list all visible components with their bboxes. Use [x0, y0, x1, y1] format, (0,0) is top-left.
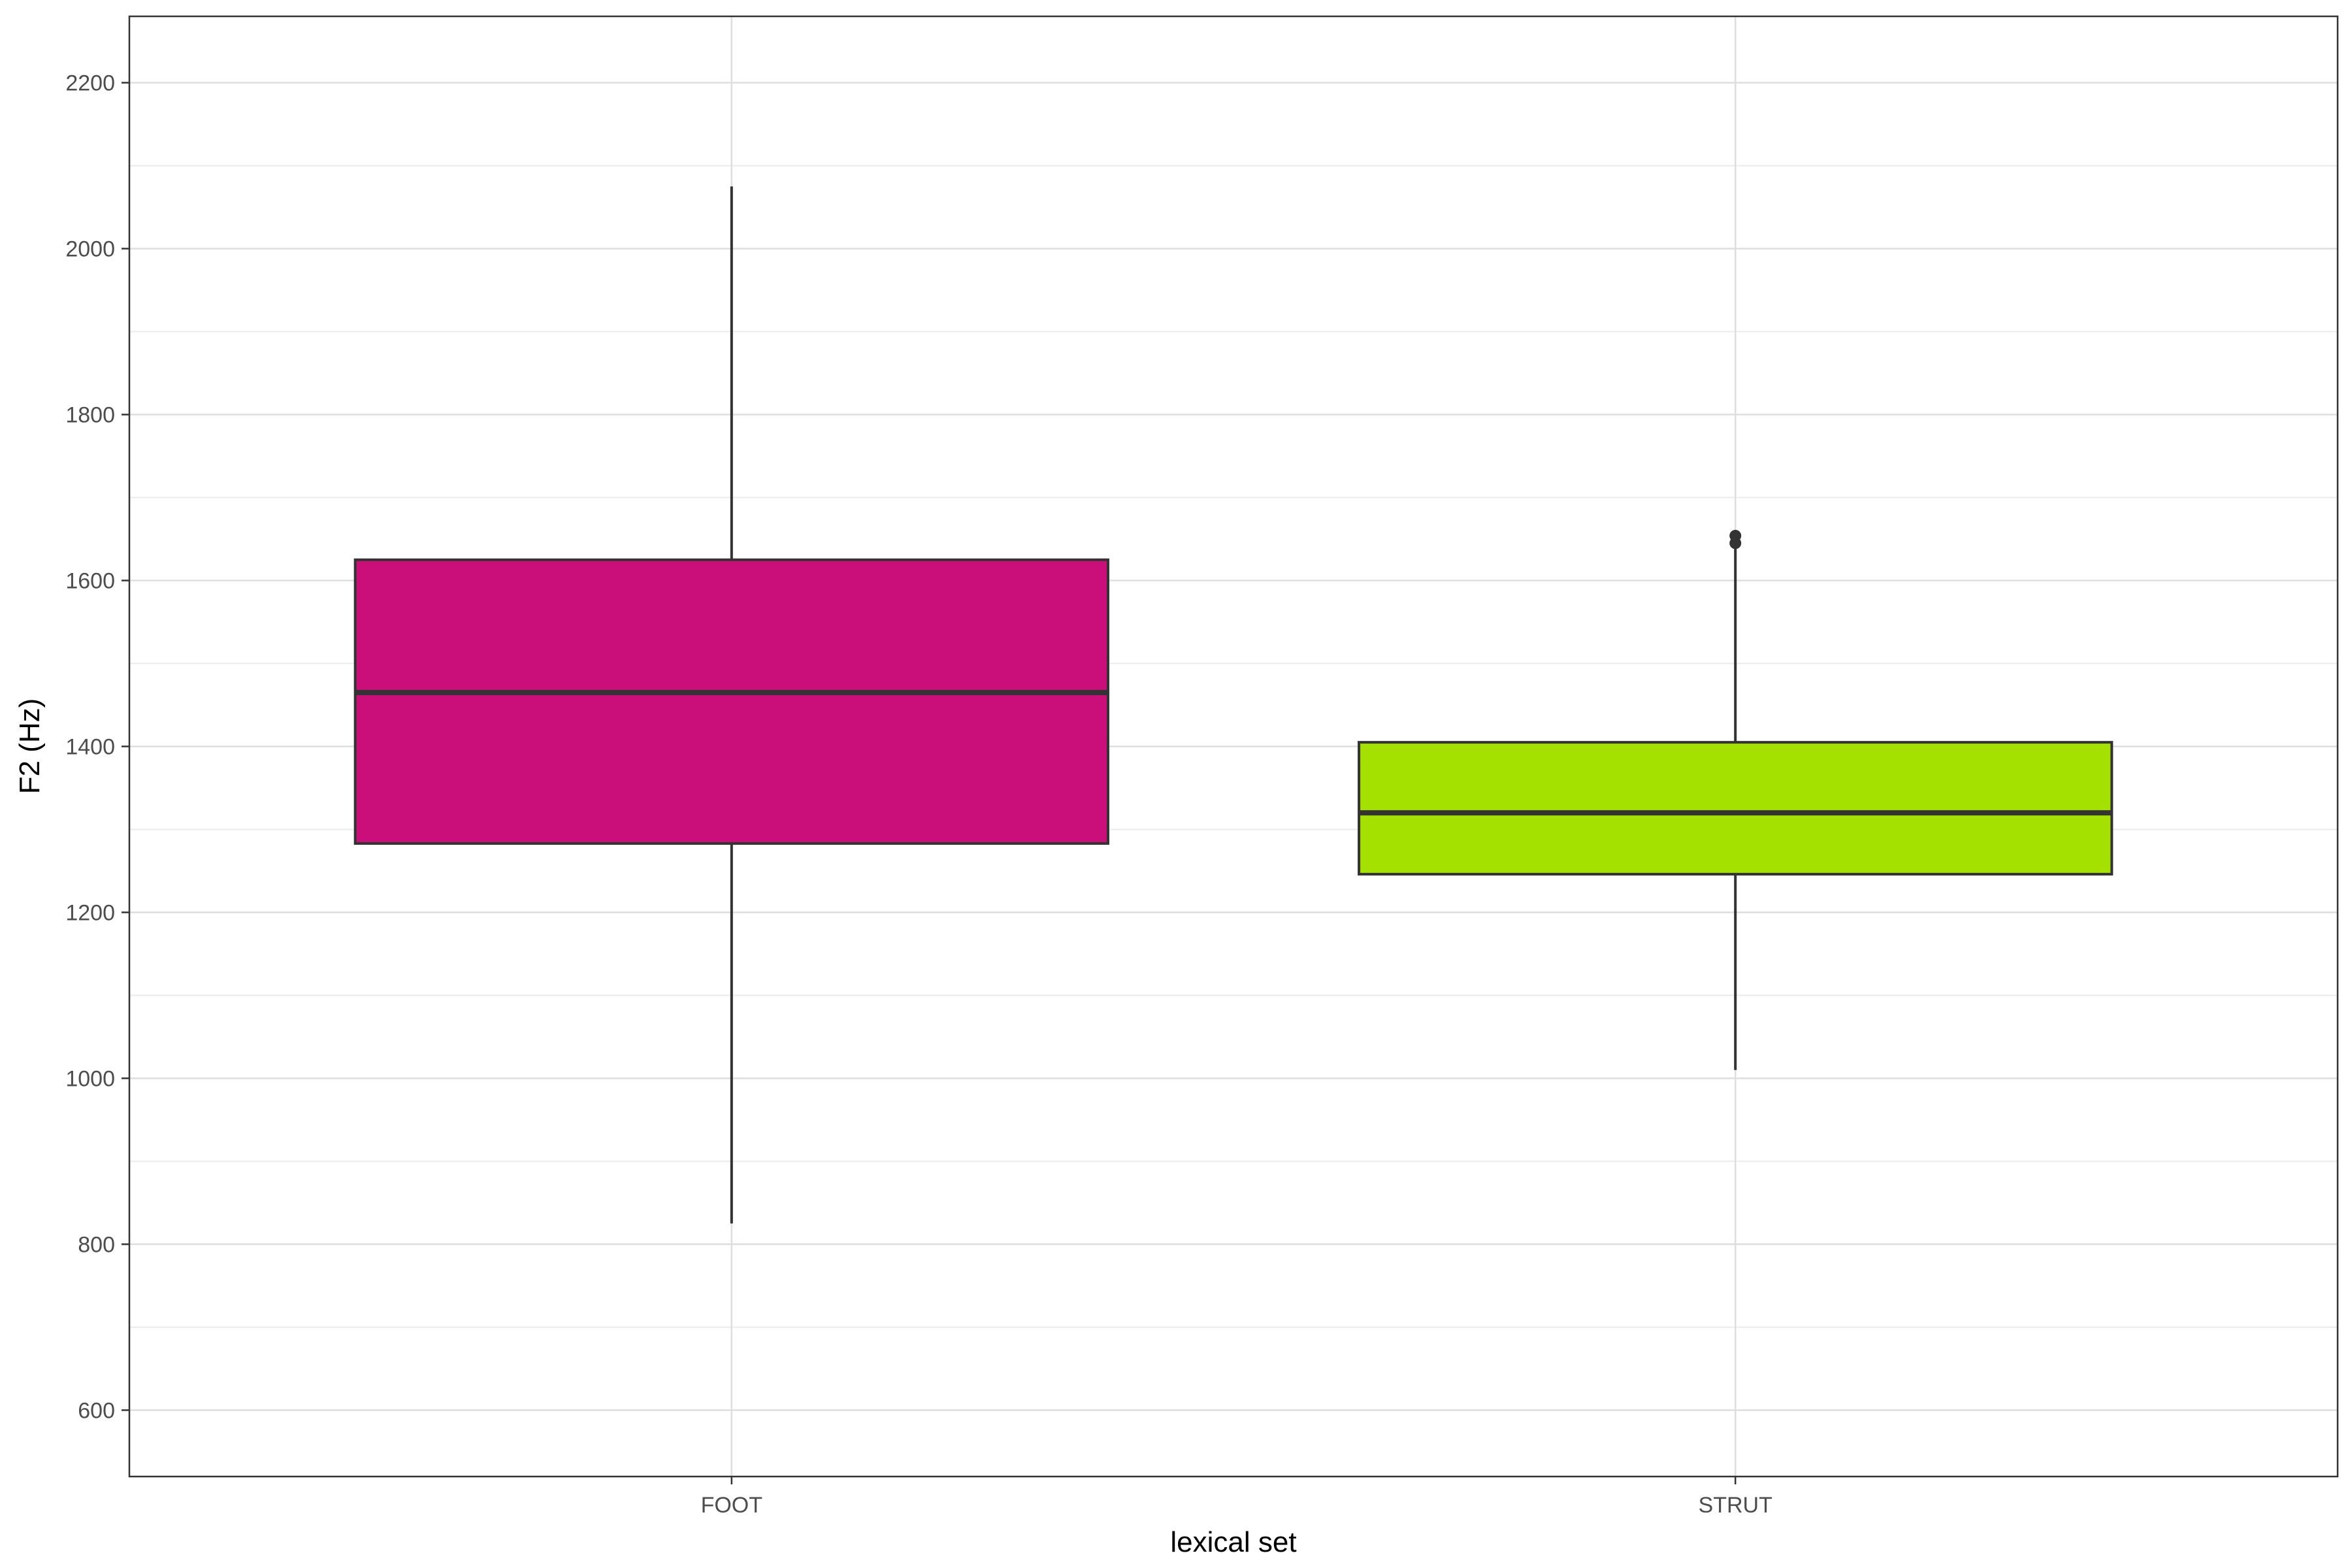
y-tick-label: 1600 — [65, 569, 115, 594]
y-tick-label: 2000 — [65, 237, 115, 262]
box-iqr — [1358, 741, 2114, 876]
y-tick-label: 1400 — [65, 735, 115, 760]
outlier-point — [1729, 529, 1742, 542]
x-tick-label: STRUT — [1699, 1493, 1772, 1518]
box-iqr — [353, 558, 1109, 845]
box-strut — [1358, 529, 2114, 1070]
axes: 600 800 1000 1200 1400 1600 1800 2000 2200 FOOT ST… — [65, 71, 1772, 1518]
y-tick-label: 800 — [78, 1232, 115, 1257]
data-layer — [353, 186, 2114, 1224]
y-tick-label: 600 — [78, 1398, 115, 1423]
y-tick-label: 1000 — [65, 1066, 115, 1091]
y-axis-title: F2 (Hz) — [14, 698, 46, 794]
y-tick-label: 2200 — [65, 71, 115, 96]
box-foot — [353, 186, 1109, 1224]
y-tick-label: 1800 — [65, 403, 115, 428]
x-tick-label: FOOT — [701, 1493, 762, 1518]
y-tick-label: 1200 — [65, 900, 115, 925]
x-axis-title: lexical set — [1170, 1526, 1296, 1558]
gridlines — [129, 16, 2338, 1477]
